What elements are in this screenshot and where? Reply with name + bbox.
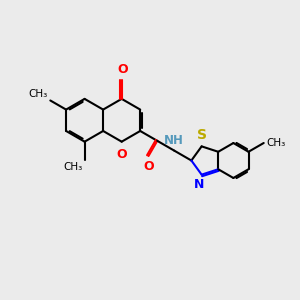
Text: O: O — [143, 160, 154, 172]
Text: NH: NH — [164, 134, 184, 147]
Text: O: O — [117, 64, 128, 76]
Text: CH₃: CH₃ — [266, 138, 285, 148]
Text: S: S — [196, 128, 207, 142]
Text: N: N — [194, 178, 204, 190]
Text: CH₃: CH₃ — [29, 89, 48, 99]
Text: CH₃: CH₃ — [64, 162, 83, 172]
Text: O: O — [116, 148, 127, 161]
